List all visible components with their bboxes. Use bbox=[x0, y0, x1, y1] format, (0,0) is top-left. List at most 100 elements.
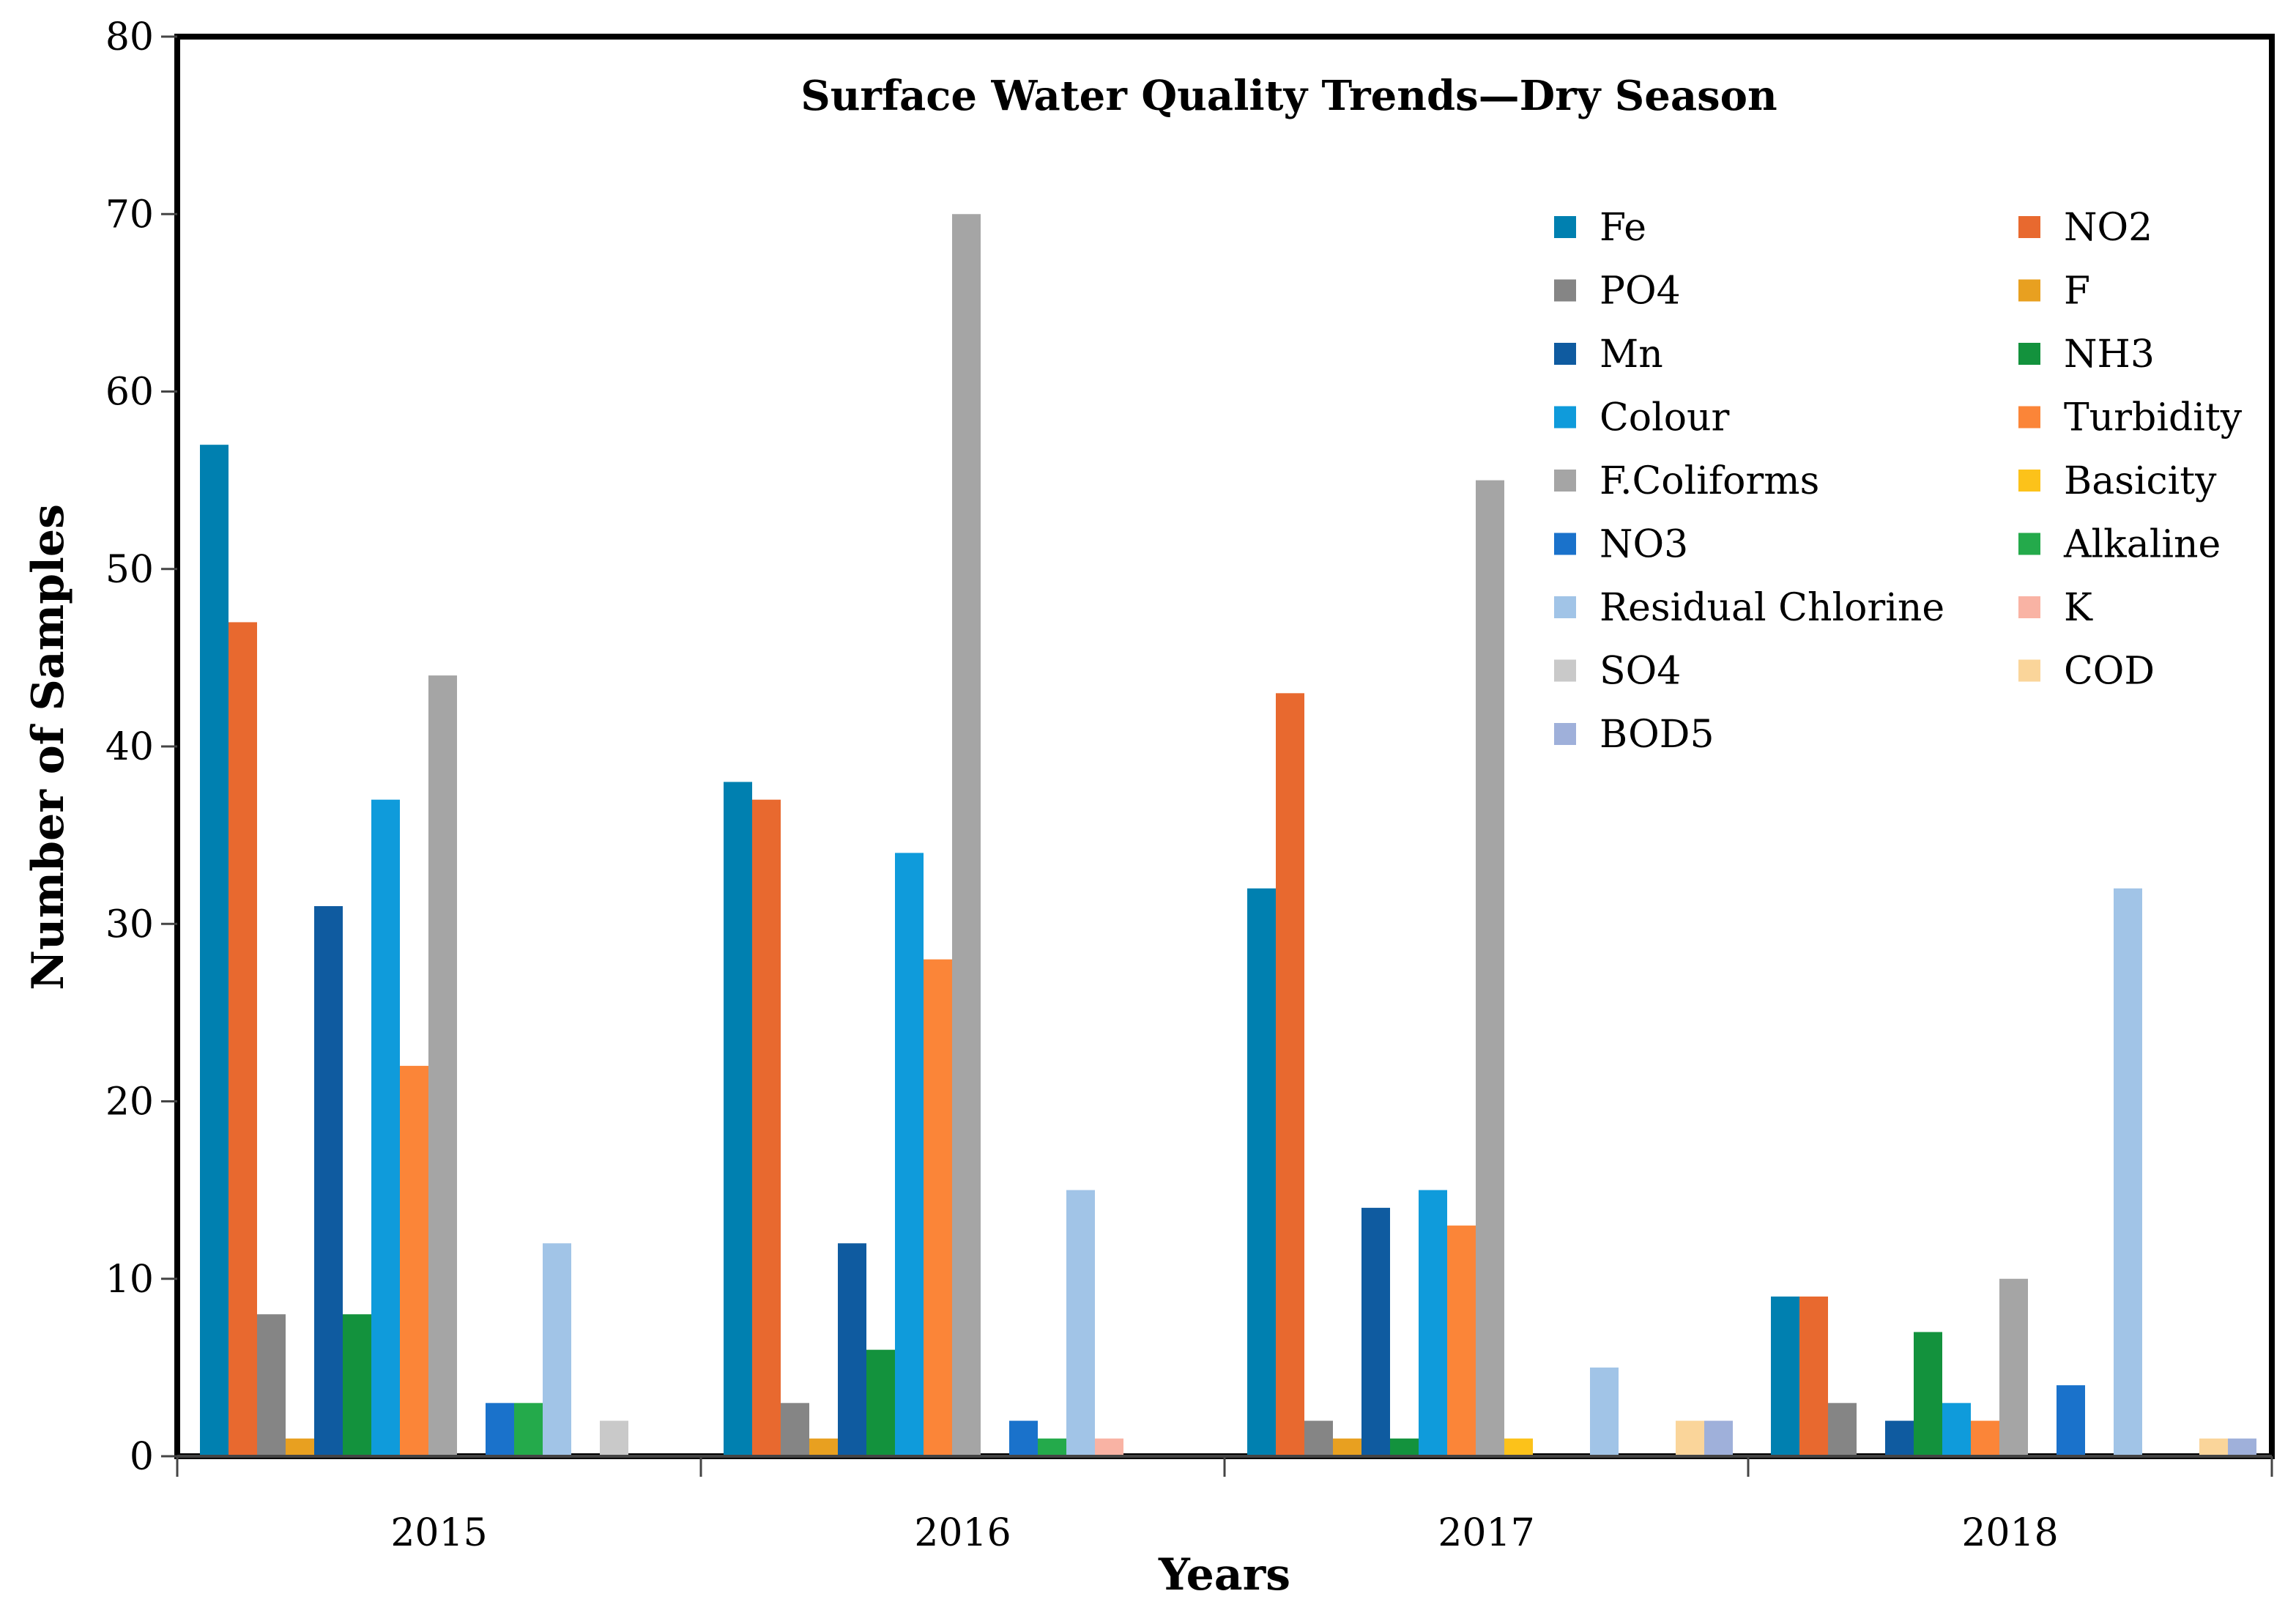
bar-f-2017 bbox=[1333, 1438, 1361, 1456]
x-tick-label-2015: 2015 bbox=[390, 1511, 487, 1555]
bar-po4-2016 bbox=[781, 1403, 809, 1456]
x-tick-label-2017: 2017 bbox=[1438, 1511, 1534, 1555]
bar-alkaline-2016 bbox=[1038, 1438, 1066, 1456]
legend-swatch-alkaline bbox=[2018, 533, 2040, 555]
bar-fe-2016 bbox=[724, 782, 752, 1456]
bar-residual-chlorine-2017 bbox=[1590, 1367, 1619, 1456]
legend-swatch-cod bbox=[2018, 659, 2040, 682]
bar-k-2016 bbox=[1095, 1438, 1123, 1456]
legend-swatch-mn bbox=[1554, 343, 1576, 365]
bar-fe-2017 bbox=[1247, 888, 1276, 1456]
bar-nh3-2017 bbox=[1390, 1438, 1419, 1456]
y-axis-title: Number of Samples bbox=[23, 504, 74, 990]
bar-turbidity-2016 bbox=[924, 959, 952, 1456]
legend-swatch-colour bbox=[1554, 406, 1576, 429]
legend-label-f-coliforms: F.Coliforms bbox=[1600, 459, 1819, 503]
bars-layer bbox=[200, 214, 2256, 1457]
legend-label-basicity: Basicity bbox=[2064, 459, 2217, 503]
bar-turbidity-2017 bbox=[1447, 1225, 1476, 1456]
legend-swatch-no3 bbox=[1554, 533, 1576, 555]
bar-colour-2015 bbox=[371, 799, 400, 1456]
legend-label-k: K bbox=[2064, 586, 2093, 630]
legend-swatch-so4 bbox=[1554, 659, 1576, 682]
legend-label-turbidity: Turbidity bbox=[2064, 396, 2243, 440]
y-tick-label-0: 0 bbox=[130, 1435, 154, 1479]
bar-f-2016 bbox=[809, 1438, 838, 1456]
bar-po4-2015 bbox=[257, 1314, 286, 1456]
bar-nh3-2018 bbox=[1914, 1332, 1942, 1456]
legend-label-no3: NO3 bbox=[1600, 523, 1688, 567]
y-tick-label-30: 30 bbox=[105, 902, 154, 946]
bar-fe-2018 bbox=[1771, 1296, 1799, 1456]
bar-bod5-2017 bbox=[1704, 1420, 1733, 1456]
x-tick-label-2018: 2018 bbox=[1961, 1511, 2058, 1555]
bar-cod-2018 bbox=[2199, 1438, 2228, 1456]
y-tick-label-70: 70 bbox=[105, 193, 154, 237]
bar-mn-2015 bbox=[314, 906, 343, 1456]
legend-swatch-fe bbox=[1554, 216, 1576, 238]
legend-swatch-k bbox=[2018, 596, 2040, 618]
x-axis-title: Years bbox=[1158, 1549, 1290, 1601]
legend-swatch-bod5 bbox=[1554, 723, 1576, 745]
y-ticks-layer: 0 10 20 30 40 50 60 70 80 bbox=[105, 15, 177, 1479]
x-tick-label-2016: 2016 bbox=[914, 1511, 1011, 1555]
bar-turbidity-2015 bbox=[400, 1066, 428, 1456]
bar-colour-2017 bbox=[1419, 1190, 1447, 1456]
bar-mn-2017 bbox=[1361, 1207, 1390, 1456]
legend-label-po4: PO4 bbox=[1600, 270, 1681, 314]
bar-f-coliforms-2017 bbox=[1476, 480, 1504, 1456]
bar-mn-2018 bbox=[1885, 1420, 1914, 1456]
legend-label-cod: COD bbox=[2064, 650, 2155, 694]
legend-label-mn: Mn bbox=[1600, 333, 1663, 377]
y-tick-label-50: 50 bbox=[105, 548, 154, 592]
bar-po4-2018 bbox=[1828, 1403, 1857, 1456]
bar-no2-2018 bbox=[1799, 1296, 1828, 1456]
bar-nh3-2016 bbox=[866, 1349, 895, 1456]
legend-swatch-f bbox=[2018, 279, 2040, 302]
x-ticks-layer: 2015 2016 2017 2018 bbox=[176, 1456, 2273, 1555]
legend-label-so4: SO4 bbox=[1600, 650, 1681, 694]
legend-swatch-po4 bbox=[1554, 279, 1576, 302]
legend-swatch-no2 bbox=[2018, 216, 2040, 238]
bar-basicity-2017 bbox=[1504, 1438, 1533, 1456]
legend-label-f: F bbox=[2064, 270, 2090, 314]
bar-so4-2015 bbox=[600, 1420, 628, 1456]
bar-no2-2015 bbox=[229, 622, 257, 1456]
bar-residual-chlorine-2018 bbox=[2114, 888, 2142, 1456]
bar-no2-2017 bbox=[1276, 693, 1304, 1457]
bar-no3-2018 bbox=[2057, 1385, 2085, 1456]
bar-fe-2015 bbox=[200, 445, 229, 1456]
legend-label-no2: NO2 bbox=[2064, 206, 2152, 250]
bar-f-coliforms-2016 bbox=[952, 214, 981, 1456]
legend-swatch-residual-chlorine bbox=[1554, 596, 1576, 618]
bar-bod5-2018 bbox=[2228, 1438, 2256, 1456]
legend-swatch-nh3 bbox=[2018, 343, 2040, 365]
legend-label-alkaline: Alkaline bbox=[2063, 523, 2221, 567]
y-tick-label-40: 40 bbox=[105, 725, 154, 769]
bar-f-coliforms-2015 bbox=[428, 675, 457, 1456]
bar-f-2015 bbox=[286, 1438, 314, 1456]
bar-nh3-2015 bbox=[343, 1314, 371, 1456]
legend-label-bod5: BOD5 bbox=[1600, 713, 1714, 757]
bar-colour-2016 bbox=[895, 853, 924, 1456]
bar-colour-2018 bbox=[1942, 1403, 1971, 1456]
legend-swatch-f-coliforms bbox=[1554, 470, 1576, 492]
legend-swatch-basicity bbox=[2018, 470, 2040, 492]
bar-mn-2016 bbox=[838, 1243, 866, 1456]
plot-frame bbox=[174, 34, 2275, 1459]
bar-alkaline-2015 bbox=[514, 1403, 543, 1456]
chart-title: Surface Water Quality Trends—Dry Season bbox=[800, 72, 1777, 120]
bar-residual-chlorine-2015 bbox=[543, 1243, 571, 1456]
bar-no3-2016 bbox=[1009, 1420, 1038, 1456]
legend: Fe NO2 PO4 F Mn NH3 Colour Turbidity F.Coliforms… bbox=[1554, 206, 2243, 757]
legend-label-residual-chlorine: Residual Chlorine bbox=[1600, 586, 1944, 630]
bar-cod-2017 bbox=[1676, 1420, 1704, 1456]
bar-no3-2015 bbox=[486, 1403, 514, 1456]
legend-label-colour: Colour bbox=[1600, 396, 1730, 440]
bar-f-coliforms-2018 bbox=[1999, 1278, 2028, 1456]
y-tick-label-10: 10 bbox=[105, 1258, 154, 1302]
legend-label-fe: Fe bbox=[1600, 206, 1646, 250]
bar-residual-chlorine-2016 bbox=[1066, 1190, 1095, 1456]
